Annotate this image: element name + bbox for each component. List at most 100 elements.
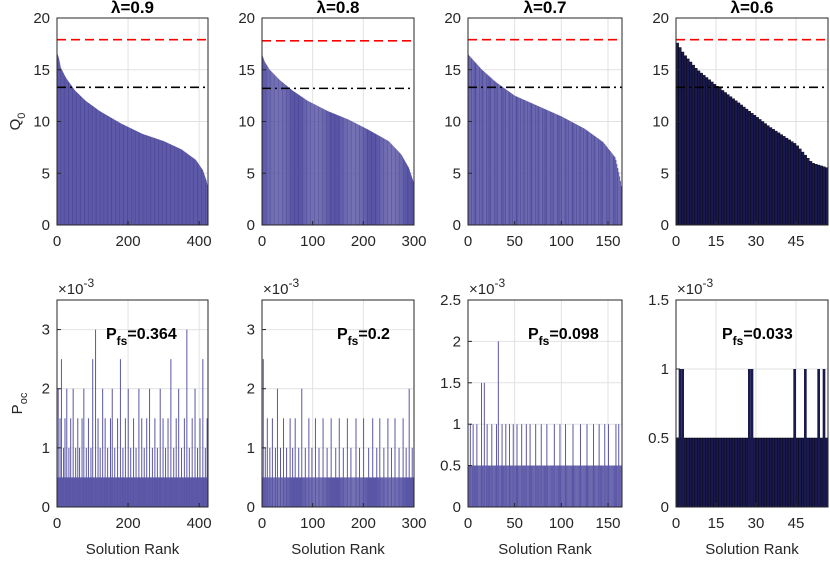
q0-bar — [263, 57, 264, 225]
x-tick-label: 100 — [549, 515, 574, 532]
poc-bar — [545, 465, 547, 507]
poc-bar — [175, 477, 176, 507]
poc-bar — [404, 477, 406, 507]
q0-bar — [309, 101, 311, 225]
q0-bar — [75, 90, 76, 225]
q0-bar — [148, 136, 149, 225]
q0-bar — [556, 114, 558, 225]
y-tick-label: 1.5 — [440, 375, 461, 392]
poc-bar — [550, 465, 552, 507]
poc-bar — [205, 477, 207, 507]
q0-bar — [393, 146, 394, 225]
q0-bar — [61, 70, 63, 225]
poc-bar — [191, 477, 192, 507]
q0-bar — [547, 110, 549, 225]
q0-bar — [566, 119, 567, 225]
q0-bar — [597, 138, 599, 225]
poc-bar — [513, 465, 515, 507]
q0-bar — [157, 139, 158, 225]
q0-bar — [531, 103, 533, 225]
q0-bar — [379, 136, 381, 225]
poc-bar — [273, 477, 274, 507]
poc-bar — [183, 477, 184, 507]
q0-bar — [182, 150, 183, 225]
q0-bar — [165, 142, 167, 225]
poc-bar — [412, 477, 414, 507]
q0-bar — [68, 81, 69, 225]
q0-bar — [160, 140, 161, 225]
poc-bar — [281, 477, 283, 507]
poc-bar — [126, 477, 127, 507]
poc-bar — [352, 477, 353, 507]
panel-title: λ=0.9 — [111, 0, 154, 17]
poc-bar — [373, 477, 375, 507]
q0-bar — [128, 127, 130, 225]
poc-bar — [374, 477, 376, 507]
q0-bar — [497, 83, 499, 226]
poc-bar — [302, 477, 304, 507]
q0-bar — [385, 139, 386, 225]
q0-bar — [349, 120, 351, 225]
q0-bar — [367, 129, 369, 225]
poc-bar — [96, 477, 97, 507]
q0-bar — [128, 127, 130, 225]
poc-bar — [334, 477, 336, 507]
poc-bar — [371, 477, 373, 507]
q0-bar — [73, 88, 74, 225]
poc-bar — [118, 477, 119, 507]
q0-bar — [158, 139, 160, 225]
q0-bar — [587, 131, 589, 225]
q0-bar — [178, 148, 179, 225]
q0-bar — [787, 139, 791, 226]
poc-bar — [155, 477, 157, 507]
q0-bar — [763, 123, 767, 226]
q0-bar — [400, 154, 402, 225]
poc-bar — [190, 477, 192, 507]
q0-bar — [265, 62, 266, 225]
q0-bar — [713, 83, 717, 226]
poc-bar — [72, 477, 73, 507]
q0-bar — [169, 144, 171, 225]
q0-bar — [404, 160, 405, 225]
q0-bar — [65, 78, 67, 225]
q0-bar — [790, 141, 794, 226]
q0-bar — [345, 118, 346, 225]
q0-bar — [806, 158, 810, 226]
q0-bar — [342, 117, 343, 225]
q0-bar — [568, 120, 570, 225]
q0-bar — [549, 111, 551, 225]
q0-bar — [78, 94, 80, 225]
q0-bar — [75, 91, 77, 225]
q0-bar — [324, 109, 326, 225]
q0-bar — [579, 126, 580, 225]
q0-bar — [270, 70, 271, 226]
q0-bar — [134, 130, 135, 225]
poc-bar — [293, 477, 295, 507]
q0-bar — [115, 120, 117, 225]
q0-bar — [150, 136, 151, 225]
poc-bar — [357, 477, 359, 507]
poc-bar — [325, 477, 327, 507]
poc-bar — [283, 477, 285, 507]
q0-bar — [96, 108, 97, 225]
poc-bar — [353, 477, 355, 507]
q0-bar — [190, 156, 191, 225]
q0-bar — [167, 143, 169, 225]
poc-bar — [76, 477, 78, 507]
poc-bar — [169, 477, 171, 507]
poc-bar — [763, 437, 767, 508]
poc-bar — [111, 477, 112, 507]
q0-bar — [62, 72, 64, 225]
q0-bar — [487, 75, 489, 225]
q0-bar — [183, 151, 185, 225]
q0-bar — [188, 155, 190, 225]
poc-bar — [161, 477, 162, 507]
q0-bar — [86, 101, 88, 225]
q0-bar — [139, 132, 141, 225]
q0-bar — [502, 87, 504, 225]
y-tick-label: 0 — [247, 217, 255, 234]
poc-bar — [109, 477, 110, 507]
q0-bar — [168, 143, 169, 225]
q0-bar — [537, 105, 538, 225]
x-tick-label: 0 — [53, 233, 61, 250]
